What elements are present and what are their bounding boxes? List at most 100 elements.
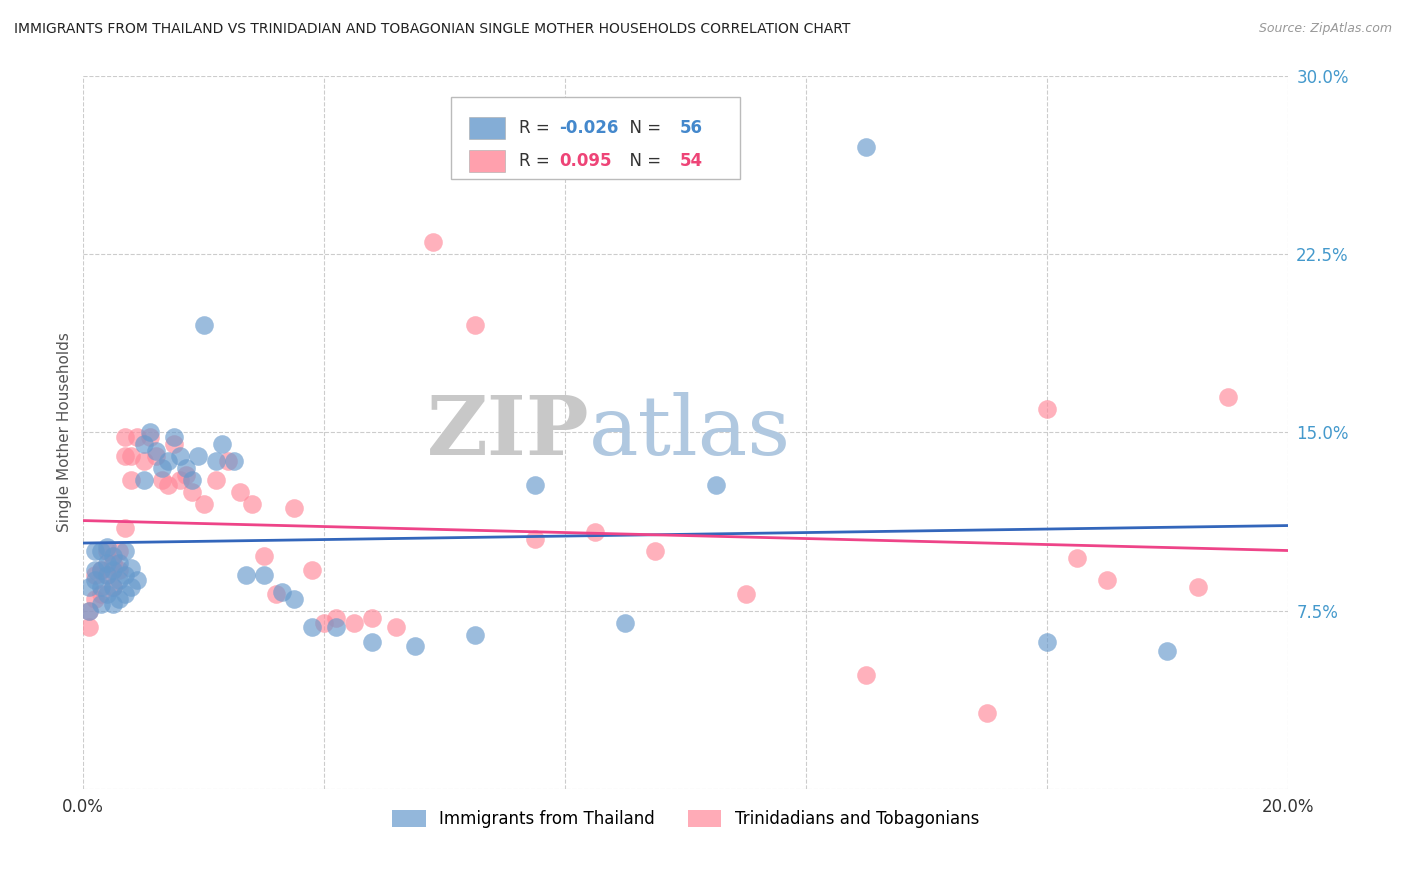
Point [855,140,877,154]
Text: ZIP: ZIP [426,392,589,473]
Point [103,549,125,563]
Point [253,549,276,563]
Text: R =: R = [519,120,555,137]
Point [464,627,486,641]
Point [103,597,125,611]
Point [325,611,347,625]
Point [138,425,160,440]
Point [162,430,184,444]
Point [79,604,101,618]
Point [127,430,149,444]
Point [180,484,202,499]
Point [84,573,107,587]
Point [169,473,191,487]
Point [271,584,294,599]
Point [180,473,202,487]
Point [1216,390,1239,404]
Point [204,454,226,468]
Point [132,437,155,451]
Point [1156,644,1178,658]
Point [211,437,233,451]
Point [1187,580,1209,594]
Point [145,444,167,458]
Text: 56: 56 [679,120,703,137]
Point [121,473,143,487]
Point [150,461,173,475]
Text: 54: 54 [679,152,703,170]
Point [314,615,336,630]
Point [108,591,131,606]
Point [162,437,184,451]
Point [79,604,101,618]
Point [524,533,547,547]
Point [524,477,547,491]
Point [90,544,112,558]
Point [583,525,606,540]
Point [114,520,136,534]
Point [114,430,136,444]
Point [404,640,426,654]
Point [84,591,107,606]
Point [385,620,408,634]
Point [150,473,173,487]
Point [121,449,143,463]
Point [174,461,197,475]
Point [132,473,155,487]
Point [1036,401,1059,416]
Point [283,591,305,606]
Point [90,563,112,577]
Point [127,573,149,587]
Text: Source: ZipAtlas.com: Source: ZipAtlas.com [1258,22,1392,36]
Point [193,497,215,511]
Point [79,620,101,634]
Point [90,587,112,601]
FancyBboxPatch shape [468,118,505,139]
Point [114,568,136,582]
Point [734,587,756,601]
Point [90,580,112,594]
Point [204,473,226,487]
Legend: Immigrants from Thailand, Trinidadians and Tobagonians: Immigrants from Thailand, Trinidadians a… [385,803,986,834]
Point [614,615,637,630]
Point [301,620,323,634]
FancyBboxPatch shape [451,97,740,179]
Point [121,561,143,575]
Point [361,611,384,625]
Point [108,544,131,558]
Point [138,430,160,444]
Point [283,501,305,516]
Point [1095,573,1118,587]
Point [96,568,118,582]
Point [90,563,112,577]
Text: N =: N = [619,152,666,170]
Text: -0.026: -0.026 [560,120,619,137]
Point [103,563,125,577]
Point [361,634,384,648]
Point [114,544,136,558]
Point [103,556,125,570]
Point [704,477,727,491]
FancyBboxPatch shape [468,150,505,171]
Point [114,587,136,601]
Text: IMMIGRANTS FROM THAILAND VS TRINIDADIAN AND TOBAGONIAN SINGLE MOTHER HOUSEHOLDS : IMMIGRANTS FROM THAILAND VS TRINIDADIAN … [14,22,851,37]
Point [644,544,666,558]
Point [174,468,197,483]
Point [156,477,179,491]
Point [132,454,155,468]
Point [1066,551,1088,566]
Point [108,573,131,587]
Point [264,587,287,601]
Point [253,568,276,582]
Point [96,544,118,558]
Text: R =: R = [519,152,561,170]
Point [84,563,107,577]
Point [156,454,179,468]
Point [169,449,191,463]
Point [235,568,257,582]
Text: N =: N = [619,120,666,137]
Point [464,318,486,333]
Point [108,563,131,577]
Point [187,449,209,463]
Point [96,587,118,601]
Point [855,668,877,682]
